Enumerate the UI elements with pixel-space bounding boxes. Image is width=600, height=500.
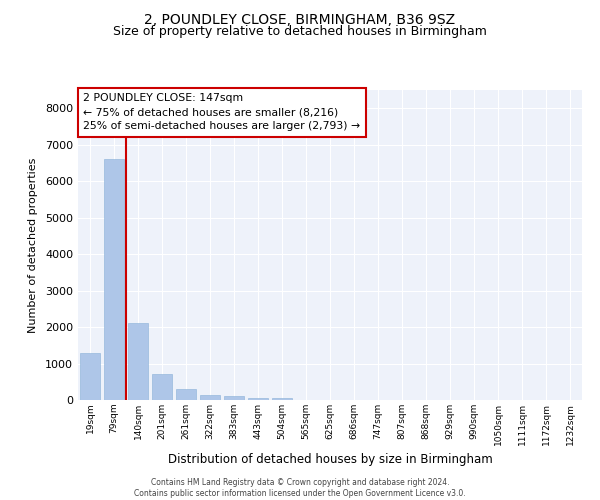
Bar xyxy=(224,396,244,400)
Bar xyxy=(200,394,220,400)
Text: 2, POUNDLEY CLOSE, BIRMINGHAM, B36 9SZ: 2, POUNDLEY CLOSE, BIRMINGHAM, B36 9SZ xyxy=(145,12,455,26)
Bar xyxy=(176,390,196,400)
Bar xyxy=(272,398,292,400)
Text: Size of property relative to detached houses in Birmingham: Size of property relative to detached ho… xyxy=(113,25,487,38)
X-axis label: Distribution of detached houses by size in Birmingham: Distribution of detached houses by size … xyxy=(167,453,493,466)
Y-axis label: Number of detached properties: Number of detached properties xyxy=(28,158,38,332)
Bar xyxy=(80,352,100,400)
Bar xyxy=(128,324,148,400)
Bar xyxy=(248,398,268,400)
Bar xyxy=(104,160,124,400)
Text: Contains HM Land Registry data © Crown copyright and database right 2024.
Contai: Contains HM Land Registry data © Crown c… xyxy=(134,478,466,498)
Bar xyxy=(152,374,172,400)
Text: 2 POUNDLEY CLOSE: 147sqm
← 75% of detached houses are smaller (8,216)
25% of sem: 2 POUNDLEY CLOSE: 147sqm ← 75% of detach… xyxy=(83,93,360,131)
